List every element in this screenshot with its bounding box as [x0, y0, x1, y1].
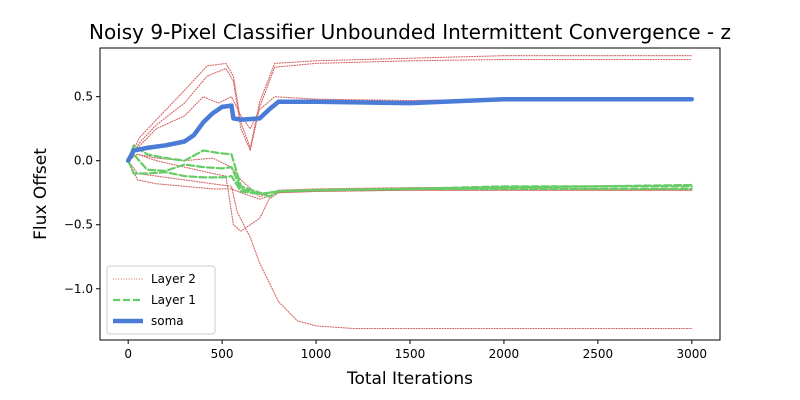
series-line-layer-2-5 [127, 160, 693, 200]
y-axis-label: Flux Offset [31, 148, 51, 240]
plot-area [125, 55, 695, 330]
x-tick-label: 1000 [301, 347, 332, 361]
series-line-layer-2-2 [127, 58, 693, 162]
x-tick-label: 2500 [583, 347, 614, 361]
legend-box [106, 265, 216, 335]
series-line-layer-2-6 [127, 153, 693, 232]
legend-label: Layer 2 [151, 272, 196, 286]
chart-title: Noisy 9-Pixel Classifier Unbounded Inter… [89, 20, 731, 44]
y-tick-label: 0.0 [74, 154, 93, 168]
x-tick-label: 0 [124, 347, 132, 361]
series-line-layer-2-4 [127, 153, 693, 198]
y-axis: −1.0 −0.5 0.0 0.5 [64, 90, 100, 296]
x-axis-label: Total Iterations [346, 369, 473, 389]
x-axis: 0 500 1000 1500 2000 2500 3000 [124, 340, 707, 361]
series-line-layer-2-1 [127, 55, 693, 162]
series-line-layer-2-7 [127, 160, 693, 330]
y-tick-label: 0.5 [74, 90, 93, 104]
legend-label: Layer 1 [151, 293, 196, 307]
x-tick-label: 1500 [395, 347, 426, 361]
series-line-layer-1-2 [127, 153, 693, 196]
series-line-soma-1 [125, 96, 695, 163]
y-tick-label: −1.0 [64, 282, 93, 296]
x-tick-label: 2000 [489, 347, 520, 361]
y-tick-label: −0.5 [64, 218, 93, 232]
series-line-layer-1-3 [127, 159, 693, 196]
x-tick-label: 3000 [677, 347, 708, 361]
legend-label: soma [151, 314, 184, 328]
x-tick-label: 500 [211, 347, 234, 361]
legend: Layer 2 Layer 1 soma [106, 265, 216, 335]
